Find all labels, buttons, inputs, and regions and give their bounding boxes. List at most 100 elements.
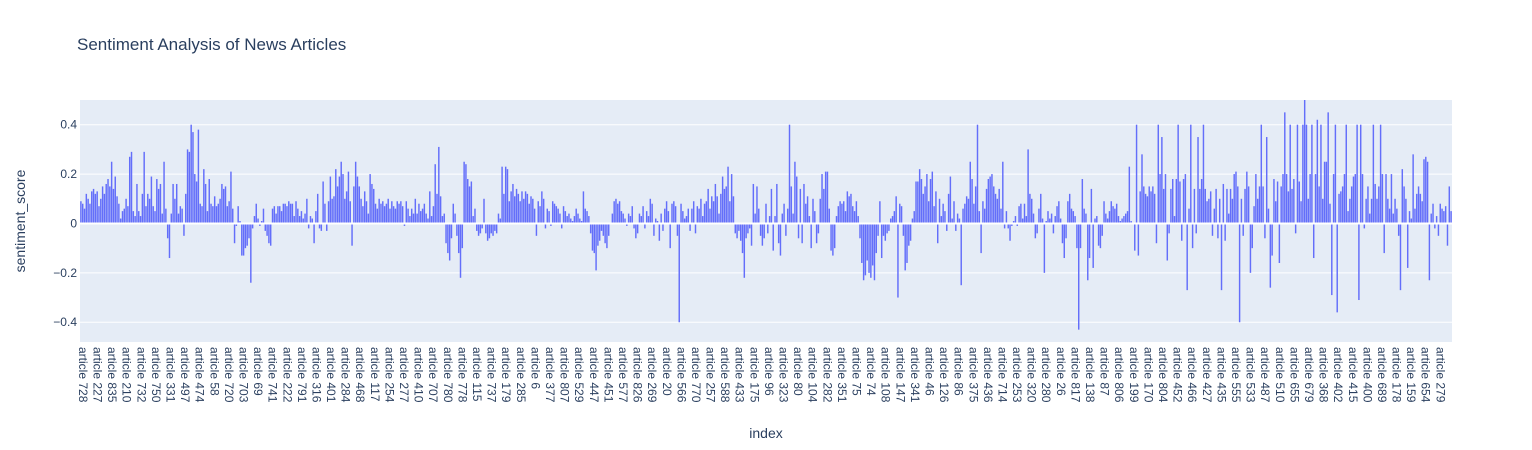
bar	[190, 124, 192, 224]
bar	[1202, 124, 1205, 224]
bar	[604, 223, 606, 244]
bar	[796, 176, 798, 224]
bar	[1103, 201, 1105, 224]
bar	[725, 186, 727, 224]
bar	[262, 208, 265, 224]
x-tick-label: article 331	[163, 347, 177, 403]
bar	[1036, 223, 1038, 234]
bar	[871, 223, 874, 266]
bar	[279, 206, 281, 224]
bar	[186, 149, 189, 224]
bar	[608, 223, 610, 236]
bar	[340, 161, 342, 224]
bar	[1329, 203, 1331, 224]
bar	[208, 179, 210, 224]
bar	[754, 213, 756, 224]
x-tick-label: article 804	[1156, 347, 1170, 403]
bar	[447, 223, 449, 254]
bar	[1275, 201, 1277, 224]
bar	[819, 198, 821, 224]
bar	[631, 206, 633, 224]
bar	[118, 203, 120, 224]
bar	[1365, 198, 1367, 224]
bar	[1361, 174, 1364, 224]
bar	[537, 201, 539, 224]
bar	[316, 193, 319, 224]
bar	[1038, 208, 1040, 224]
bar	[378, 198, 380, 224]
bar	[1215, 188, 1217, 224]
bar	[94, 193, 97, 224]
bar	[866, 223, 868, 261]
bar	[1410, 218, 1413, 224]
bar	[633, 223, 635, 229]
x-tick-label: article 320	[1025, 347, 1039, 403]
bar	[1148, 186, 1150, 224]
bar	[1446, 223, 1449, 246]
x-tick-label: article 750	[149, 347, 163, 403]
bar	[289, 203, 292, 224]
bar	[551, 201, 554, 224]
bar	[302, 218, 304, 224]
y-tick-label: 0.4	[60, 118, 77, 132]
bar	[257, 218, 259, 224]
bar	[159, 183, 162, 224]
bar	[671, 203, 673, 224]
bar	[515, 188, 518, 224]
bar	[450, 223, 453, 239]
bar	[908, 223, 910, 246]
bar	[269, 223, 272, 246]
bar	[627, 213, 630, 224]
bar	[709, 208, 711, 224]
bar	[676, 223, 679, 236]
bar	[964, 203, 966, 224]
bar	[80, 201, 82, 224]
bar	[533, 208, 536, 224]
x-tick-label: article 69	[251, 347, 265, 396]
bar	[1184, 174, 1187, 224]
bar	[409, 216, 411, 224]
bar	[1063, 223, 1065, 259]
bar	[1414, 208, 1416, 224]
x-tick-label: article 170	[1141, 347, 1155, 403]
bar	[1293, 179, 1295, 224]
bar	[132, 211, 135, 224]
bar	[237, 206, 239, 224]
bar	[644, 223, 646, 229]
bar	[976, 124, 979, 224]
bar	[826, 171, 829, 224]
bar	[1143, 186, 1145, 224]
bar	[1260, 124, 1263, 224]
bar	[656, 221, 659, 224]
bar	[403, 223, 406, 226]
x-tick-label: article 222	[280, 347, 294, 403]
x-tick-label: article 179	[499, 347, 513, 403]
bar	[927, 201, 930, 224]
bar	[922, 193, 924, 224]
bar	[617, 203, 619, 224]
x-tick-label: article 254	[382, 347, 396, 403]
bar	[353, 186, 355, 224]
bar	[1302, 124, 1304, 224]
bar	[371, 183, 373, 224]
bar	[1432, 203, 1434, 224]
bar	[1070, 208, 1073, 224]
bar	[1137, 223, 1140, 256]
x-tick-label: article 284	[339, 347, 353, 403]
bar	[91, 191, 93, 224]
x-tick-label: article 452	[1171, 347, 1185, 403]
bar	[636, 223, 639, 234]
bar	[448, 223, 451, 261]
bar	[1300, 201, 1302, 224]
bar	[562, 206, 565, 224]
bar	[1083, 208, 1085, 224]
bar	[1065, 223, 1067, 239]
bar	[692, 201, 695, 224]
bar	[322, 181, 324, 224]
bar	[998, 188, 1000, 224]
x-tick-label: article 74	[864, 347, 878, 396]
bar	[125, 198, 127, 224]
bar	[345, 191, 348, 224]
bar	[1238, 223, 1241, 323]
bar	[145, 206, 147, 224]
